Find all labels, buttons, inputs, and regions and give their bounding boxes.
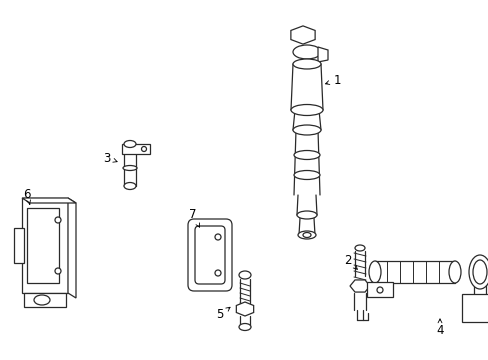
Text: 4: 4 bbox=[435, 319, 443, 337]
Ellipse shape bbox=[239, 324, 250, 330]
Polygon shape bbox=[290, 26, 314, 44]
Ellipse shape bbox=[292, 125, 320, 135]
Ellipse shape bbox=[239, 271, 250, 279]
Ellipse shape bbox=[290, 104, 323, 116]
Ellipse shape bbox=[292, 45, 320, 59]
Ellipse shape bbox=[141, 147, 146, 152]
Bar bbox=[22, 198, 68, 293]
Text: 2: 2 bbox=[344, 253, 357, 269]
FancyBboxPatch shape bbox=[195, 226, 224, 284]
Ellipse shape bbox=[297, 231, 315, 239]
Ellipse shape bbox=[354, 245, 364, 251]
Ellipse shape bbox=[55, 268, 61, 274]
Ellipse shape bbox=[368, 261, 380, 283]
Ellipse shape bbox=[215, 270, 221, 276]
FancyBboxPatch shape bbox=[187, 219, 231, 291]
Bar bbox=[24, 293, 66, 307]
Bar bbox=[14, 228, 24, 263]
Bar bbox=[461, 294, 488, 322]
Polygon shape bbox=[22, 198, 76, 203]
Polygon shape bbox=[349, 280, 369, 292]
Ellipse shape bbox=[34, 295, 50, 305]
Polygon shape bbox=[317, 47, 327, 62]
Polygon shape bbox=[366, 282, 392, 297]
Polygon shape bbox=[68, 198, 76, 298]
Ellipse shape bbox=[293, 150, 319, 159]
Ellipse shape bbox=[215, 234, 221, 240]
Text: 3: 3 bbox=[103, 152, 117, 165]
Bar bbox=[27, 208, 59, 283]
Ellipse shape bbox=[472, 260, 486, 284]
Ellipse shape bbox=[293, 171, 319, 180]
Ellipse shape bbox=[303, 233, 310, 238]
Ellipse shape bbox=[296, 211, 316, 219]
Ellipse shape bbox=[448, 261, 460, 283]
Ellipse shape bbox=[292, 59, 320, 69]
Ellipse shape bbox=[55, 217, 61, 223]
Ellipse shape bbox=[376, 287, 382, 293]
Ellipse shape bbox=[124, 140, 136, 148]
Polygon shape bbox=[236, 302, 253, 316]
Ellipse shape bbox=[124, 183, 136, 189]
Text: 7: 7 bbox=[189, 208, 199, 227]
Ellipse shape bbox=[123, 166, 137, 171]
Text: 6: 6 bbox=[23, 189, 31, 204]
Bar bbox=[122, 144, 150, 154]
Text: 5: 5 bbox=[216, 307, 229, 321]
Text: 1: 1 bbox=[325, 73, 340, 86]
Ellipse shape bbox=[468, 255, 488, 289]
